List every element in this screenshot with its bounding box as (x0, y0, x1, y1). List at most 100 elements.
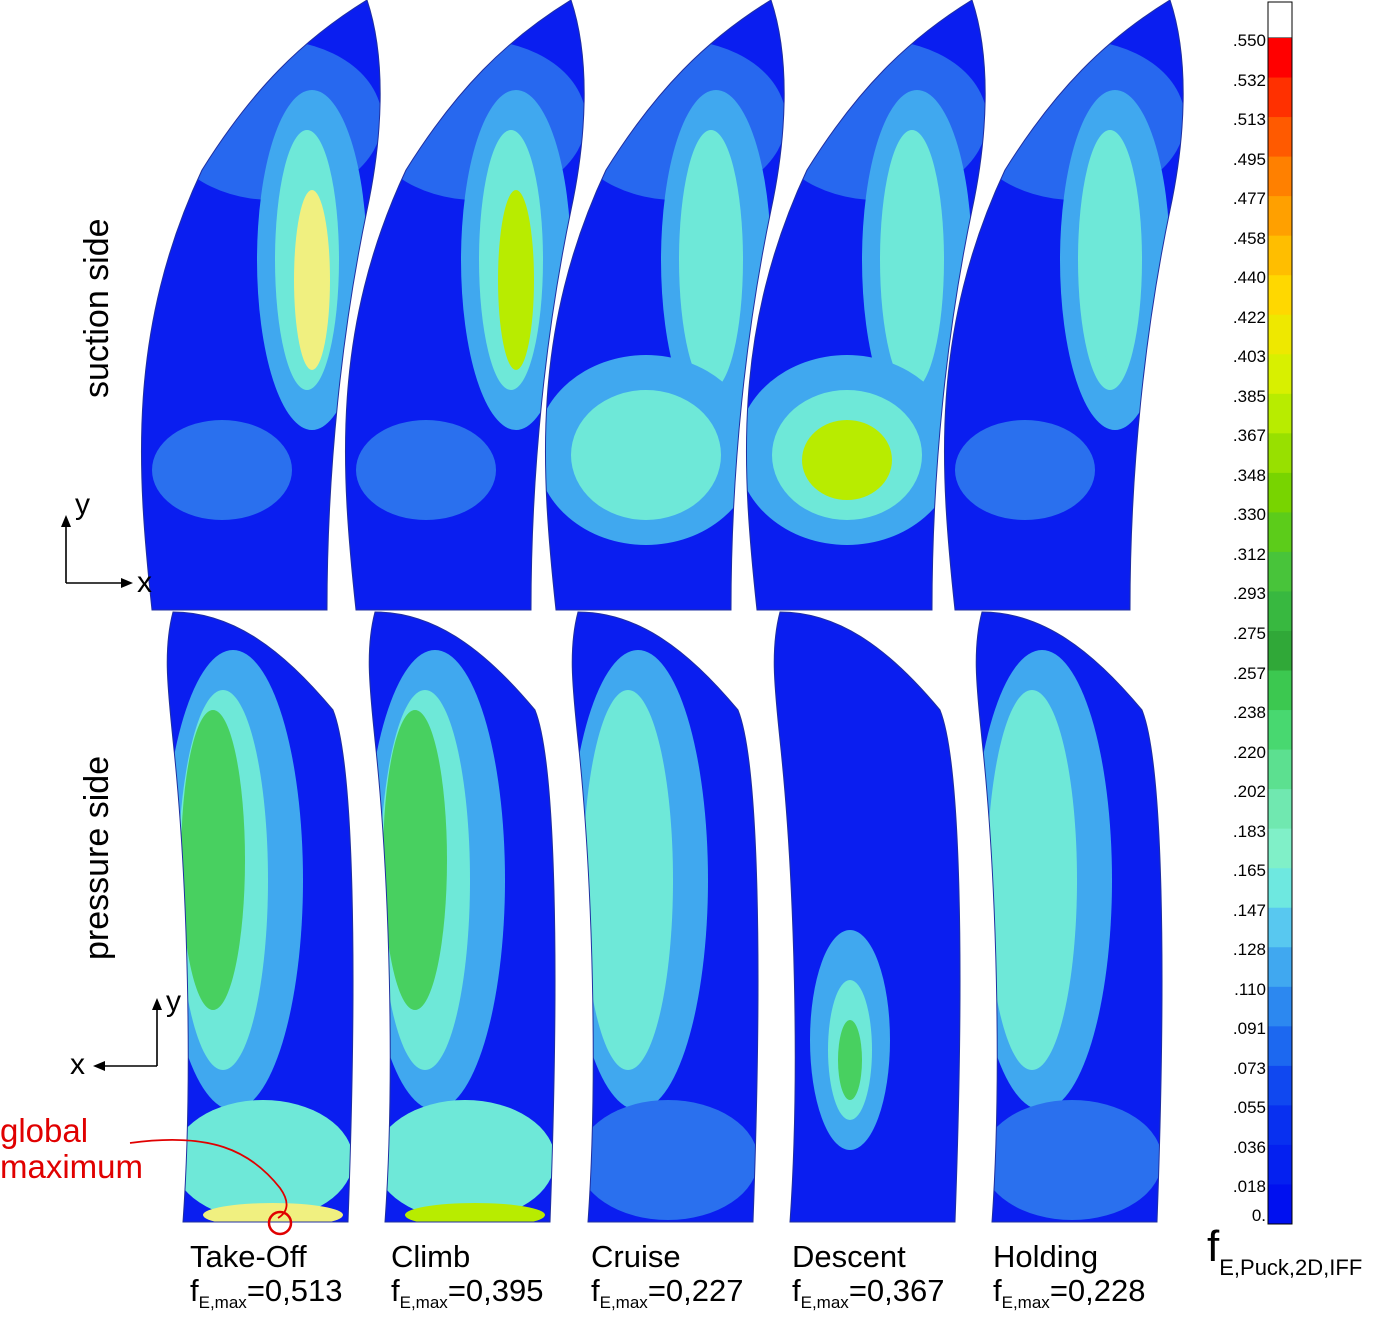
axis-bottom-y-label: y (166, 985, 181, 1018)
colorbar-swatch (1268, 472, 1292, 513)
colorbar-tick-label: .495 (1232, 149, 1266, 169)
case-label-climb: Climb fE,max=0,395 (391, 1240, 544, 1320)
colorbar-tick-label: .257 (1232, 663, 1266, 683)
colorbar-swatch (1268, 670, 1292, 711)
axes-bottom-icon (93, 998, 162, 1071)
colorbar-tick-label: .073 (1232, 1058, 1266, 1078)
row-label-suction: suction side (78, 218, 116, 398)
colorbar-tick-label: .165 (1232, 861, 1266, 881)
colorbar-title: fE,Puck,2D,IFF (1207, 1222, 1363, 1280)
case-label-cruise: Cruise fE,max=0,227 (591, 1240, 744, 1320)
colorbar-swatch (1268, 551, 1292, 592)
colorbar-tick-label: .128 (1232, 940, 1266, 960)
contour-plot-pressure-holding (976, 612, 1162, 1222)
colorbar-overflow-swatch (1267, 1, 1293, 39)
contour-plot-pressure-take-off (167, 612, 353, 1222)
case-fmax: fE,max=0,228 (993, 1273, 1146, 1313)
colorbar-tick-label: .147 (1232, 900, 1266, 920)
colorbar-tick-label: .348 (1232, 465, 1266, 485)
contour-plot-pressure-cruise (572, 612, 758, 1222)
colorbar-swatch (1268, 1184, 1292, 1225)
colorbar-swatch (1268, 868, 1292, 909)
colorbar-swatch (1268, 1026, 1292, 1067)
case-fmax: fE,max=0,395 (391, 1273, 544, 1313)
colorbar-swatch (1268, 947, 1292, 988)
colorbar-tick-label: .367 (1232, 426, 1266, 446)
colorbar-swatch (1268, 591, 1292, 632)
axis-top-x-label: x (137, 566, 152, 599)
colorbar-swatch (1268, 631, 1292, 672)
colorbar-tick-label: .440 (1232, 268, 1266, 288)
axes-top-icon (61, 515, 133, 588)
colorbar-tick-label: .238 (1232, 703, 1266, 723)
colorbar-tick-label: .513 (1232, 110, 1266, 130)
colorbar-swatch (1268, 156, 1292, 197)
case-label-holding: Holding fE,max=0,228 (993, 1240, 1146, 1320)
colorbar-swatch (1268, 907, 1292, 948)
colorbar-swatch (1268, 77, 1292, 118)
axis-top-y-label: y (75, 488, 90, 521)
case-fmax: fE,max=0,227 (591, 1273, 744, 1313)
colorbar (1267, 1, 1293, 1225)
colorbar-tick-label: .477 (1232, 189, 1266, 209)
colorbar-tick-label: .532 (1232, 70, 1266, 90)
colorbar-tick-label: .330 (1232, 505, 1266, 525)
colorbar-swatch (1268, 789, 1292, 830)
row-label-pressure: pressure side (78, 755, 116, 960)
colorbar-tick-label: .018 (1232, 1177, 1266, 1197)
colorbar-swatch (1268, 235, 1292, 276)
colorbar-tick-label: .403 (1232, 347, 1266, 367)
colorbar-tick-label: .422 (1232, 307, 1266, 327)
colorbar-tick-label: .220 (1232, 742, 1266, 762)
colorbar-swatch (1268, 749, 1292, 790)
contour-plot-suction-take-off (141, 0, 381, 610)
colorbar-swatch (1268, 38, 1292, 79)
colorbar-swatch (1268, 275, 1292, 316)
colorbar-tick-label: .458 (1232, 228, 1266, 248)
contour-plot-suction-descent (746, 0, 986, 610)
colorbar-swatch (1268, 393, 1292, 434)
colorbar-swatch (1268, 710, 1292, 751)
case-fmax: fE,max=0,367 (792, 1273, 945, 1313)
case-label-descent: Descent fE,max=0,367 (792, 1240, 945, 1320)
colorbar-swatch (1268, 314, 1292, 355)
colorbar-tick-label: .293 (1232, 584, 1266, 604)
annotation-line1: global (0, 1112, 89, 1149)
colorbar-swatch (1268, 117, 1292, 158)
colorbar-tick-label: .312 (1232, 544, 1266, 564)
colorbar-swatch (1268, 1144, 1292, 1185)
case-name: Take-Off (190, 1239, 307, 1274)
colorbar-tick-label: .110 (1234, 979, 1266, 999)
colorbar-swatch (1268, 512, 1292, 553)
contour-plot-suction-climb (345, 0, 585, 610)
colorbar-swatch (1268, 354, 1292, 395)
colorbar-tick-label: .275 (1232, 624, 1266, 643)
case-label-take-off: Take-Off fE,max=0,513 (190, 1240, 343, 1320)
colorbar-swatch (1268, 1105, 1292, 1146)
colorbar-tick-label: .055 (1232, 1098, 1266, 1118)
colorbar-tick-label: 0. (1251, 1206, 1266, 1225)
colorbar-swatch (1268, 986, 1292, 1027)
annotation-leader (129, 1138, 293, 1236)
colorbar-tick-label: .550 (1232, 31, 1266, 50)
colorbar-swatch (1268, 433, 1292, 474)
annotation-line2: maximum (0, 1148, 144, 1185)
colorbar-tick-label: .183 (1232, 821, 1266, 841)
contour-plot-pressure-descent (774, 612, 960, 1222)
colorbar-swatch (1268, 828, 1292, 869)
colorbar-tick-label: .091 (1232, 1019, 1266, 1039)
colorbar-tick-label: .036 (1232, 1137, 1266, 1157)
contour-plot-pressure-climb (369, 612, 555, 1222)
axis-bottom-x-label: x (70, 1048, 85, 1081)
case-name: Climb (391, 1239, 471, 1274)
case-fmax: fE,max=0,513 (190, 1273, 343, 1313)
colorbar-swatch (1268, 1065, 1292, 1106)
global-maximum-annotation: global maximum (0, 1113, 143, 1185)
colorbar-tick-label: .202 (1232, 782, 1266, 802)
case-name: Cruise (591, 1239, 681, 1274)
case-name: Holding (993, 1239, 1099, 1274)
colorbar-tick-label: .385 (1232, 386, 1266, 406)
case-name: Descent (792, 1239, 906, 1274)
